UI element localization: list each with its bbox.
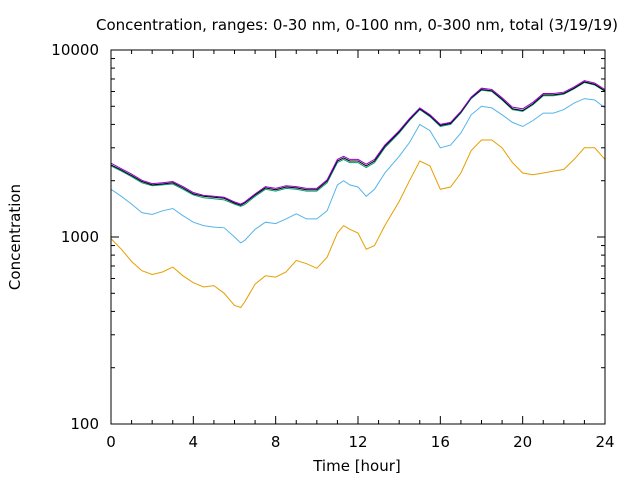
series-layer <box>110 80 606 309</box>
chart-title: Concentration, ranges: 0-30 nm, 0-100 nm… <box>96 16 618 34</box>
series-line-3 <box>110 81 606 207</box>
x-tick-label: 20 <box>513 433 532 451</box>
x-tick-label: 24 <box>595 433 614 451</box>
y-tick-label: 1000 <box>61 228 99 246</box>
series-line-5 <box>110 80 606 205</box>
x-tick-label: 0 <box>106 433 116 451</box>
y-tick-label: 100 <box>70 415 99 433</box>
y-axis-label: Concentration <box>6 184 24 290</box>
series-line-4 <box>110 81 606 206</box>
x-axis: 0 4 8 12 16 20 24 <box>106 50 615 451</box>
series-line-1 <box>110 139 606 309</box>
x-tick-label: 12 <box>348 433 367 451</box>
x-tick-label: 16 <box>431 433 450 451</box>
y-axis: 100 1000 10000 <box>51 41 605 433</box>
series-line-2 <box>110 98 606 244</box>
y-tick-label: 10000 <box>51 41 99 59</box>
x-tick-label: 4 <box>189 433 199 451</box>
x-axis-label: Time [hour] <box>312 457 401 475</box>
x-tick-label: 8 <box>271 433 281 451</box>
